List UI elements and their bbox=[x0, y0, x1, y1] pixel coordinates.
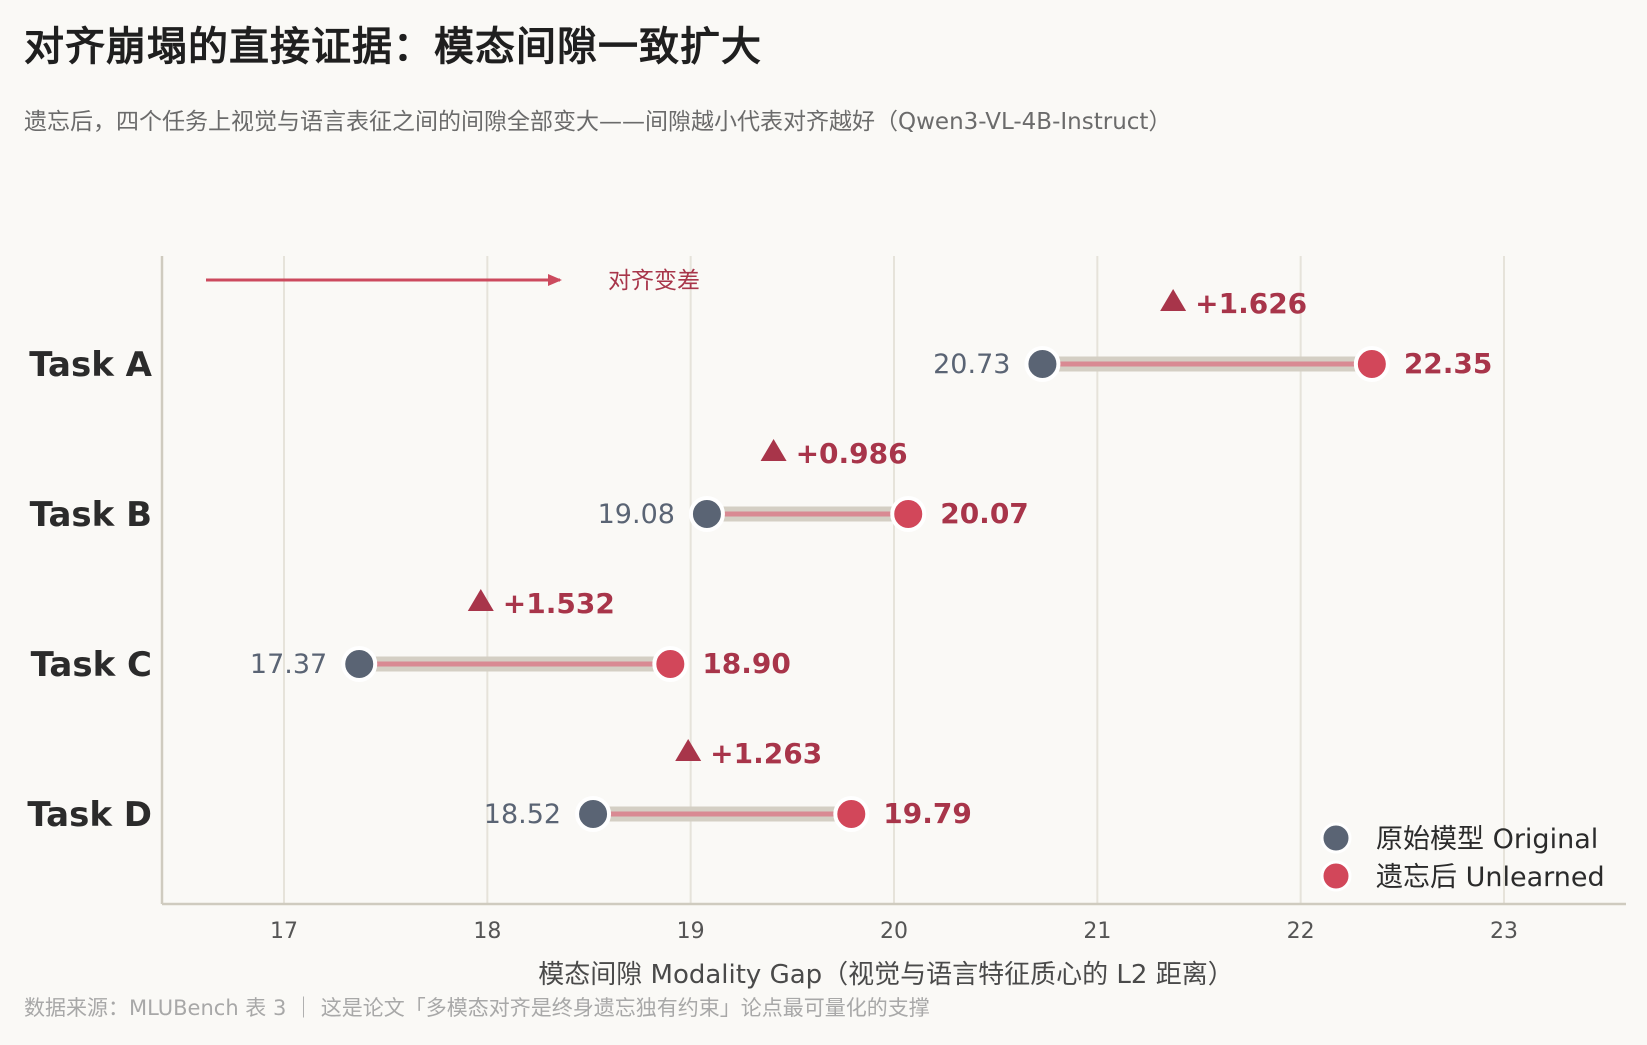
legend-original-label: 原始模型 Original bbox=[1376, 824, 1598, 855]
legend-original-marker bbox=[1320, 822, 1352, 854]
delta-up-icon bbox=[1160, 289, 1187, 311]
delta-up-icon bbox=[675, 739, 702, 761]
original-point bbox=[575, 796, 612, 832]
unlearned-value-label: 20.07 bbox=[940, 497, 1029, 530]
x-tick-label: 22 bbox=[1287, 919, 1315, 944]
delta-up-icon bbox=[760, 439, 787, 461]
delta-label: +1.263 bbox=[710, 737, 822, 770]
worse-alignment-label: 对齐变差 bbox=[608, 268, 700, 294]
x-tick-label: 18 bbox=[473, 919, 501, 944]
delta-label: +0.986 bbox=[796, 437, 908, 470]
original-value-label: 18.52 bbox=[484, 799, 561, 830]
x-tick-label: 23 bbox=[1490, 919, 1518, 944]
legend: 原始模型 Original 遗忘后 Unlearned bbox=[1320, 822, 1605, 893]
chart-title: 对齐崩塌的直接证据：模态间隙一致扩大 bbox=[24, 24, 762, 70]
unlearned-point bbox=[833, 796, 870, 832]
delta-up-icon bbox=[467, 589, 494, 611]
delta-label: +1.626 bbox=[1195, 287, 1307, 320]
x-tick-label: 17 bbox=[270, 919, 298, 944]
unlearned-value-label: 19.79 bbox=[883, 797, 972, 830]
legend-unlearned-label: 遗忘后 Unlearned bbox=[1376, 862, 1605, 893]
unlearned-point bbox=[890, 496, 927, 532]
original-point bbox=[688, 496, 725, 532]
delta-label: +1.532 bbox=[503, 587, 615, 620]
chart-subtitle: 遗忘后，四个任务上视觉与语言表征之间的间隙全部变大——间隙越小代表对齐越好（Qw… bbox=[24, 109, 1172, 135]
original-value-label: 17.37 bbox=[250, 649, 327, 680]
original-value-label: 20.73 bbox=[933, 349, 1010, 380]
unlearned-value-label: 22.35 bbox=[1404, 347, 1493, 380]
category-label: Task B bbox=[30, 495, 152, 535]
source-note: 数据来源：MLUBench 表 3 ｜ 这是论文「多模态对齐是终身遗忘独有约束」… bbox=[24, 996, 930, 1020]
unlearned-point bbox=[652, 646, 689, 682]
original-value-label: 19.08 bbox=[598, 499, 675, 530]
x-tick-label: 20 bbox=[880, 919, 908, 944]
unlearned-value-label: 18.90 bbox=[702, 647, 791, 680]
category-label: Task A bbox=[29, 345, 152, 385]
x-tick-label: 19 bbox=[677, 919, 705, 944]
original-point bbox=[1024, 346, 1061, 382]
direction-annotation: 对齐变差 bbox=[206, 268, 700, 294]
original-point bbox=[341, 646, 378, 682]
x-tick-label: 21 bbox=[1083, 919, 1111, 944]
category-label: Task C bbox=[31, 645, 152, 685]
marks-layer: 20.73 22.35 +1.626 19.08 20.07 +0.986 17.37 18.… bbox=[250, 287, 1493, 832]
axis-layer: 17 18 19 20 21 22 23 Task A Task B Task C Task D bbox=[27, 256, 1626, 944]
unlearned-point bbox=[1353, 346, 1390, 382]
legend-unlearned-marker bbox=[1320, 860, 1352, 892]
x-axis-label: 模态间隙 Modality Gap（视觉与语言特征质心的 L2 距离） bbox=[538, 960, 1233, 990]
category-label: Task D bbox=[27, 795, 152, 835]
